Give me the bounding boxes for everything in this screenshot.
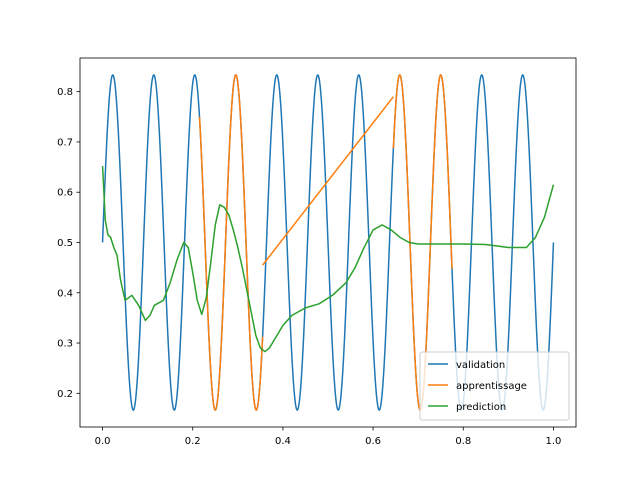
- y-tick-label: 0.2: [57, 389, 73, 400]
- y-tick-label: 0.6: [57, 188, 73, 199]
- x-tick-label: 0.8: [455, 436, 471, 447]
- series-linear-segment-apprentissage-0: [262, 96, 394, 266]
- legend-item-prediction: prediction: [428, 402, 506, 413]
- y-tick-label: 0.3: [57, 339, 73, 350]
- y-tick-label: 0.7: [57, 137, 73, 148]
- legend: validation apprentissage prediction: [419, 351, 570, 421]
- x-tick-label: 0.2: [185, 436, 201, 447]
- y-tick-label: 0.8: [57, 87, 73, 98]
- legend-label: prediction: [456, 402, 506, 413]
- x-tick-label: 0.6: [365, 436, 381, 447]
- x-axis: 0.0 0.2 0.4 0.6 0.8 1.0: [95, 427, 562, 447]
- legend-item-apprentissage: apprentissage: [428, 381, 527, 392]
- series-validation: [101, 74, 555, 411]
- x-tick-label: 0.0: [95, 436, 111, 447]
- legend-label: apprentissage: [456, 381, 527, 392]
- series-prediction: [101, 166, 555, 353]
- y-axis: 0.2 0.3 0.4 0.5 0.6 0.7 0.8: [57, 87, 80, 400]
- y-tick-label: 0.4: [57, 288, 73, 299]
- x-tick-label: 0.4: [275, 436, 291, 447]
- series-line-validation: [101, 74, 555, 411]
- legend-label: validation: [456, 360, 505, 371]
- series-line-prediction: [101, 166, 555, 353]
- series-segment-apprentissage-0: [198, 74, 264, 411]
- legend-box: [419, 351, 570, 421]
- x-tick-label: 1.0: [546, 436, 562, 447]
- y-tick-label: 0.5: [57, 238, 73, 249]
- legend-item-validation: validation: [428, 360, 505, 371]
